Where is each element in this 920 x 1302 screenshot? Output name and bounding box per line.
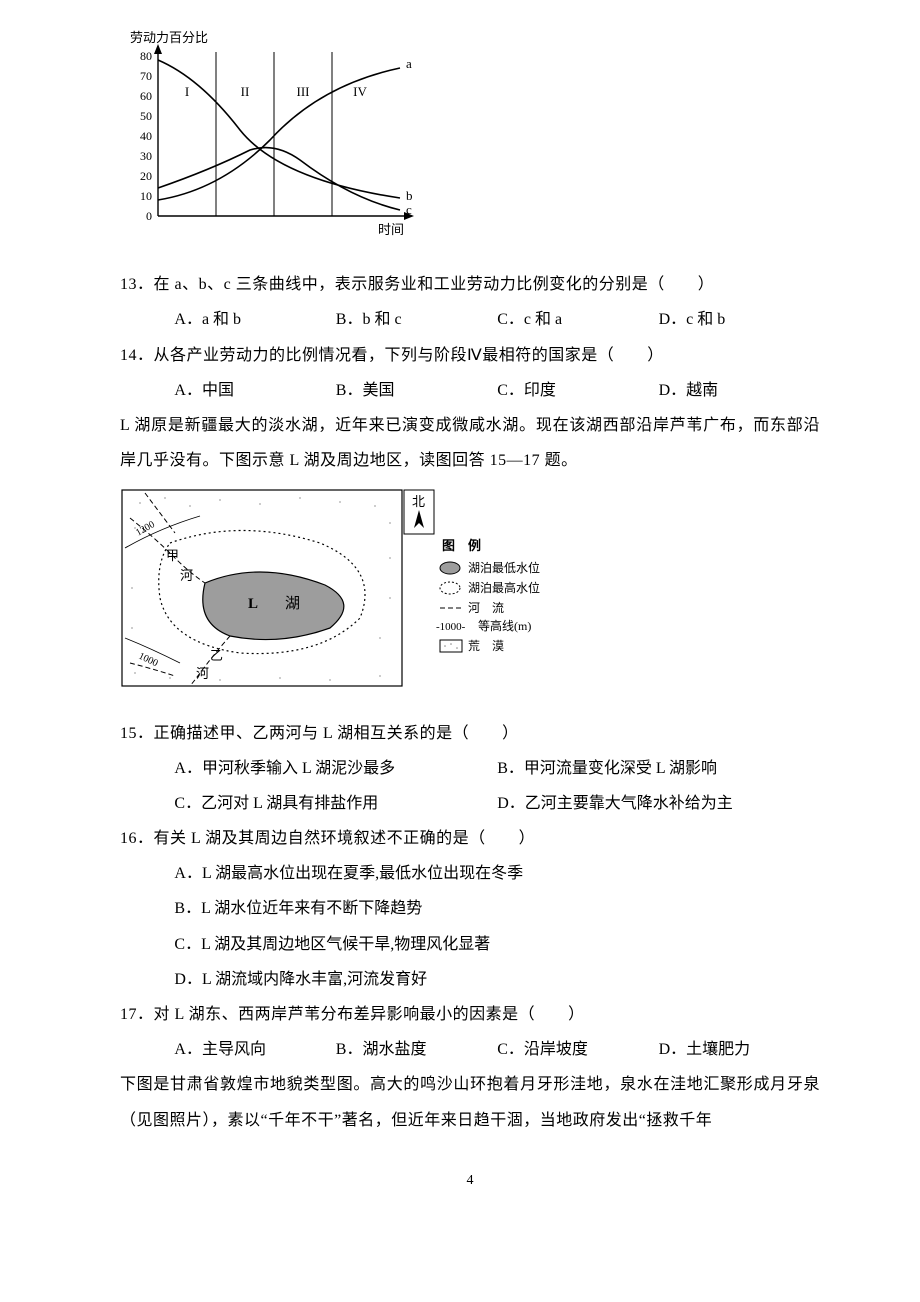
q13-opt-a: A．a 和 b [174, 302, 335, 337]
passage-2: 下图是甘肃省敦煌市地貌类型图。高大的鸣沙山环抱着月牙形洼地，泉水在洼地汇聚形成月… [120, 1067, 820, 1137]
series-a-label: a [406, 56, 412, 71]
chart-xlabel: 时间 [378, 222, 404, 237]
river-he1: 河 [180, 568, 193, 583]
q14-options: A．中国 B．美国 C．印度 D．越南 [120, 373, 820, 408]
svg-text:70: 70 [140, 69, 152, 83]
legend-title: 图 例 [442, 538, 481, 553]
q13-stem: 13．在 a、b、c 三条曲线中，表示服务业和工业劳动力比例变化的分别是（ ） [120, 267, 820, 302]
svg-text:II: II [241, 84, 250, 99]
svg-text:50: 50 [140, 109, 152, 123]
svg-text:40: 40 [140, 129, 152, 143]
q14-opt-d: D．越南 [659, 373, 820, 408]
lake-label-hu: 湖 [285, 595, 300, 612]
svg-text:I: I [185, 84, 189, 99]
series-b-label: b [406, 188, 413, 203]
legend-contour: 等高线(m) [478, 618, 531, 633]
q13-opt-c: C．c 和 a [497, 302, 658, 337]
svg-text:20: 20 [140, 169, 152, 183]
q17-opt-c: C．沿岸坡度 [497, 1032, 658, 1067]
q17-opt-a: A．主导风向 [174, 1032, 335, 1067]
q16-opt-b: B．L 湖水位近年来有不断下降趋势 [174, 891, 820, 926]
series-c-label: c [406, 202, 412, 217]
north-label: 北 [412, 494, 425, 509]
svg-text:III: III [297, 84, 310, 99]
q15-opt-a: A．甲河秋季输入 L 湖泥沙最多 [174, 751, 497, 786]
river-jia: 甲 [166, 548, 179, 563]
q14-stem: 14．从各产业劳动力的比例情况看，下列与阶段Ⅳ最相符的国家是（ ） [120, 338, 820, 373]
river-yi: 乙 [210, 648, 223, 663]
lake-map-svg: L 湖 1200 1000 甲 河 乙 河 北 图 例 湖泊最低水位 湖泊最高水… [120, 488, 560, 688]
q16-opt-a: A．L 湖最高水位出现在夏季,最低水位出现在冬季 [174, 856, 820, 891]
q17-opt-b: B．湖水盐度 [336, 1032, 497, 1067]
q15-options: A．甲河秋季输入 L 湖泥沙最多 B．甲河流量变化深受 L 湖影响 C．乙河对 … [120, 751, 820, 821]
q16-opt-d: D．L 湖流域内降水丰富,河流发育好 [174, 962, 820, 997]
q14-opt-c: C．印度 [497, 373, 658, 408]
labor-chart-svg: 劳动力百分比 0 10 20 30 40 50 60 70 80 I II II… [120, 30, 430, 240]
q16-opt-c: C．L 湖及其周边地区气候干旱,物理风化显著 [174, 927, 820, 962]
q16-options: A．L 湖最高水位出现在夏季,最低水位出现在冬季 B．L 湖水位近年来有不断下降… [120, 856, 820, 997]
page-number: 4 [120, 1166, 820, 1197]
legend-low: 湖泊最低水位 [468, 560, 540, 575]
chart-ytitle: 劳动力百分比 [130, 30, 208, 45]
svg-text:10: 10 [140, 189, 152, 203]
q17-opt-d: D．土壤肥力 [659, 1032, 820, 1067]
legend-contour-prefix: -1000- [436, 621, 466, 633]
q14-opt-b: B．美国 [336, 373, 497, 408]
q15-opt-d: D．乙河主要靠大气降水补给为主 [497, 786, 820, 821]
svg-text:IV: IV [353, 84, 367, 99]
svg-text:80: 80 [140, 49, 152, 63]
river-he2: 河 [196, 666, 209, 681]
q15-opt-b: B．甲河流量变化深受 L 湖影响 [497, 751, 820, 786]
q13-options: A．a 和 b B．b 和 c C．c 和 a D．c 和 b [120, 302, 820, 337]
q13-opt-d: D．c 和 b [659, 302, 820, 337]
legend-river: 河 流 [468, 601, 504, 615]
map-legend: 图 例 湖泊最低水位 湖泊最高水位 河 流 -1000- 等高线(m) 荒 漠 [436, 538, 540, 653]
svg-text:30: 30 [140, 149, 152, 163]
chart-yticks: 0 10 20 30 40 50 60 70 80 [140, 49, 152, 223]
labor-chart: 劳动力百分比 0 10 20 30 40 50 60 70 80 I II II… [120, 30, 820, 253]
svg-text:0: 0 [146, 209, 152, 223]
lake-label-L: L [248, 596, 258, 612]
q15-stem: 15．正确描述甲、乙两河与 L 湖相互关系的是（ ） [120, 716, 820, 751]
q13-opt-b: B．b 和 c [336, 302, 497, 337]
svg-text:60: 60 [140, 89, 152, 103]
legend-high: 湖泊最高水位 [468, 580, 540, 595]
legend-desert: 荒 漠 [468, 639, 504, 653]
q17-options: A．主导风向 B．湖水盐度 C．沿岸坡度 D．土壤肥力 [120, 1032, 820, 1067]
q14-opt-a: A．中国 [174, 373, 335, 408]
chart-stage-labels: I II III IV [185, 84, 368, 99]
lake-map: L 湖 1200 1000 甲 河 乙 河 北 图 例 湖泊最低水位 湖泊最高水… [120, 488, 820, 701]
q15-opt-c: C．乙河对 L 湖具有排盐作用 [174, 786, 497, 821]
q17-stem: 17．对 L 湖东、西两岸芦苇分布差异影响最小的因素是（ ） [120, 997, 820, 1032]
q16-stem: 16．有关 L 湖及其周边自然环境叙述不正确的是（ ） [120, 821, 820, 856]
passage-1: L 湖原是新疆最大的淡水湖，近年来已演变成微咸水湖。现在该湖西部沿岸芦苇广布，而… [120, 408, 820, 478]
